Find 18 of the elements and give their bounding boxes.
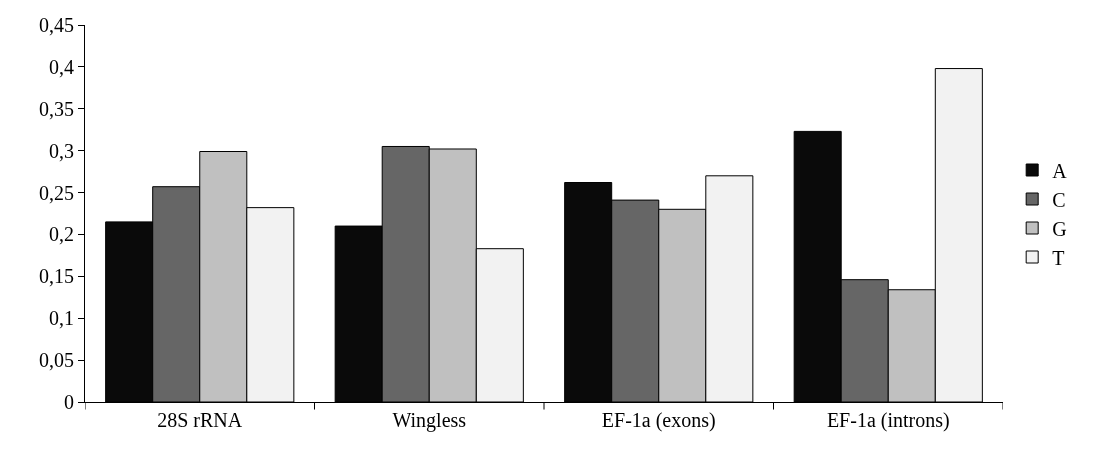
y-tick-label: 0,45 [39,14,74,36]
y-tick-label: 0 [64,391,74,413]
legend-label: C [1052,188,1066,211]
legend-label: T [1052,246,1065,269]
y-tick-label: 0,2 [49,223,74,246]
y-tick-label: 0,4 [49,55,74,78]
y-tick-label: 0,25 [39,181,74,204]
x-tick-label: EF-1a (exons) [601,409,716,432]
x-tick-label: Wingless [392,409,467,432]
y-tick-label: 0,05 [39,349,74,372]
legend-label: G [1052,217,1067,240]
legend-label: A [1052,159,1068,182]
y-tick-label: 0,3 [49,139,74,162]
y-tick-label: 0,35 [39,97,74,120]
y-tick-label: 0,1 [49,307,74,330]
x-tick-label: EF-1a (introns) [826,409,950,432]
y-tick-label: 0,15 [39,265,74,288]
x-tick-label: 28S rRNA [157,409,243,431]
